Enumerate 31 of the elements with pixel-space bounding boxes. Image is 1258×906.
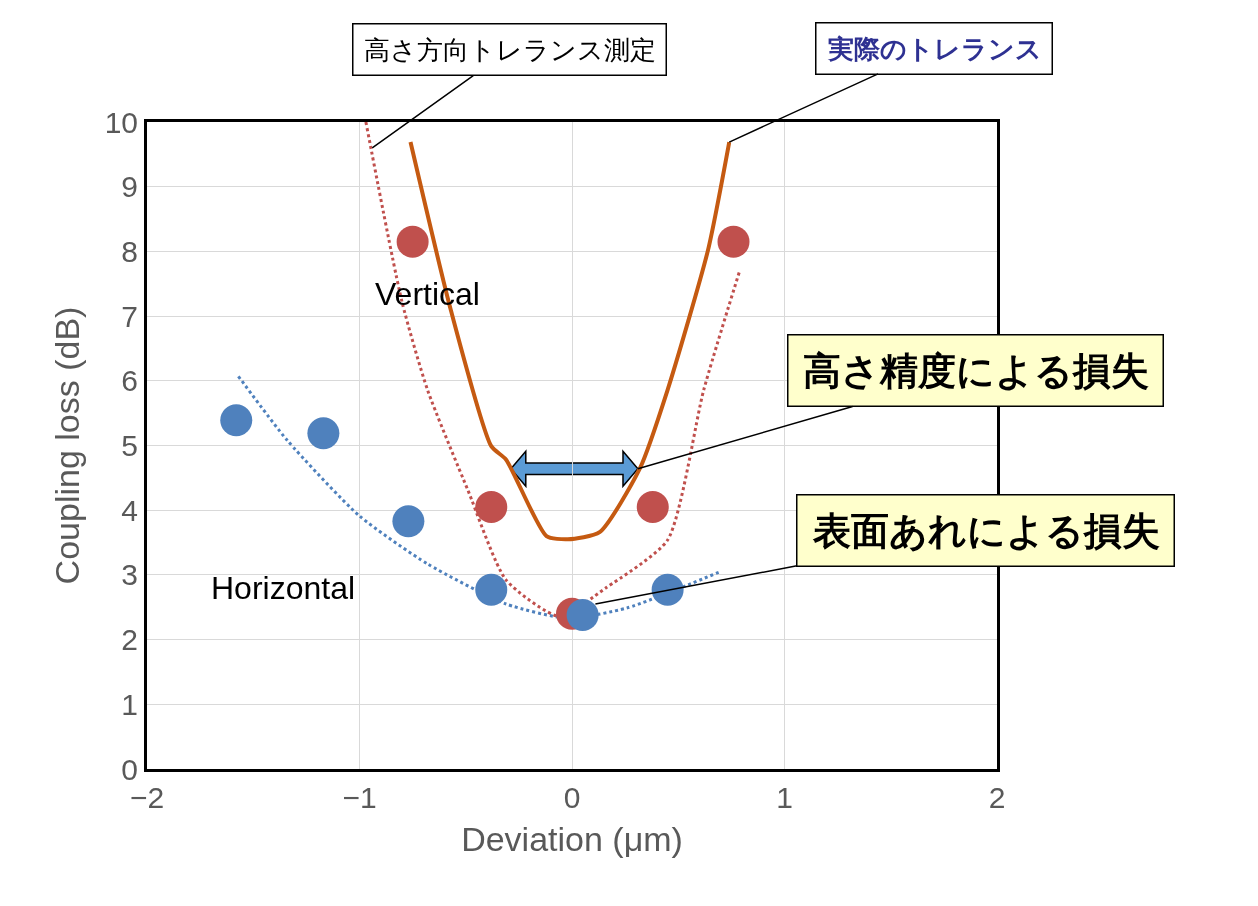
y-tick-label: 2	[121, 623, 138, 657]
point	[717, 225, 750, 258]
point	[220, 404, 253, 437]
x-tick-label: 0	[563, 781, 581, 814]
y-tick-label: 1	[121, 687, 138, 721]
x-tick-label: −1	[342, 781, 377, 814]
y-tick-label: 10	[104, 105, 138, 139]
point	[475, 573, 508, 606]
point	[651, 573, 684, 606]
point	[566, 599, 599, 631]
point	[396, 225, 429, 258]
annotation: 高さ方向トレランス測定	[363, 34, 656, 65]
x-tick-label: 1	[776, 781, 793, 814]
y-tick-label: 4	[121, 493, 138, 527]
y-tick-label: 8	[121, 234, 138, 268]
annotation: Horizontal	[211, 570, 356, 606]
y-tick-label: 6	[121, 364, 138, 398]
y-tick-label: 7	[121, 299, 138, 333]
annotation: 高さ精度による損失	[802, 349, 1149, 392]
point	[307, 417, 340, 450]
annotation: 実際のトレランス	[826, 33, 1042, 64]
x-tick-label: 2	[988, 781, 1006, 814]
point	[392, 505, 425, 538]
y-tick-label: 9	[121, 170, 138, 204]
y-axis-title: Coupling loss (dB)	[48, 306, 87, 585]
annotation: 表面あれによる損失	[811, 509, 1160, 552]
y-tick-label: 5	[121, 429, 138, 462]
point	[636, 490, 669, 523]
y-tick-label: 3	[121, 558, 138, 592]
point	[475, 490, 508, 523]
x-axis-title: Deviation (μm)	[461, 820, 683, 859]
